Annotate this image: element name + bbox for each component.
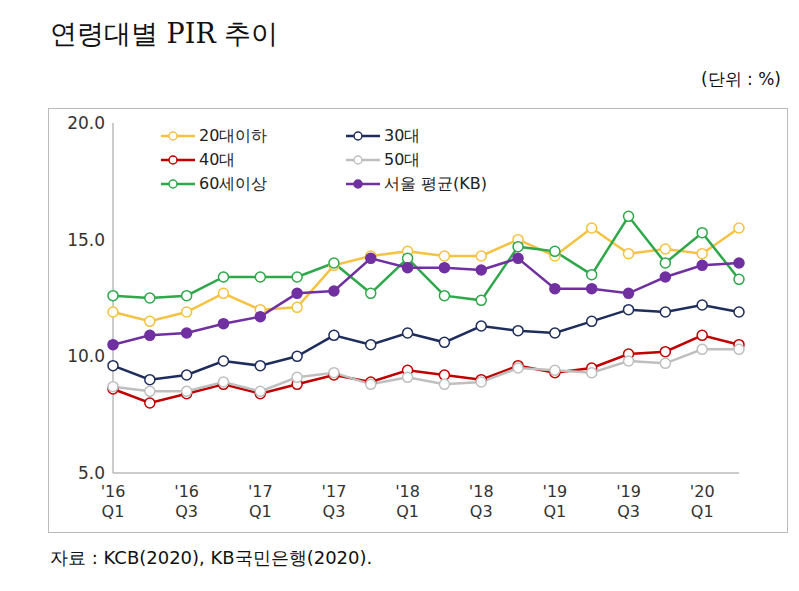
html-text:60세이상: 60세이상 <box>199 173 268 193</box>
svg-text:'16Q1: '16Q1 <box>101 482 126 521</box>
html-text:자료 : KCB(2020), KB국민은행(2020).: 자료 : KCB(2020), KB국민은행(2020). <box>50 547 373 568</box>
svg-text:'19Q1: '19Q1 <box>542 482 567 521</box>
svg-text:'17Q1: '17Q1 <box>248 482 273 521</box>
html-text:서울 평균(KB): 서울 평균(KB) <box>384 173 487 193</box>
html-text:50대: 50대 <box>384 149 421 169</box>
html-text:20대이하: 20대이하 <box>199 125 268 145</box>
svg-text:5.0: 5.0 <box>78 463 105 483</box>
html-text:연령대별 PIR 추이: 연령대별 PIR 추이 <box>50 18 279 49</box>
svg-text:15.0: 15.0 <box>67 230 105 250</box>
svg-text:'16Q3: '16Q3 <box>174 482 199 521</box>
svg-text:10.0: 10.0 <box>67 346 105 366</box>
svg-text:'19Q3: '19Q3 <box>616 482 641 521</box>
html-text:30대: 30대 <box>384 125 421 145</box>
svg-text:'17Q3: '17Q3 <box>322 482 347 521</box>
svg-text:20.0: 20.0 <box>67 113 105 133</box>
svg-text:'18Q3: '18Q3 <box>469 482 494 521</box>
html-text:(단위 : %): (단위 : %) <box>701 69 781 89</box>
svg-text:'18Q1: '18Q1 <box>395 482 420 521</box>
svg-text:'20Q1: '20Q1 <box>690 482 715 521</box>
html-text:40대: 40대 <box>199 149 236 169</box>
